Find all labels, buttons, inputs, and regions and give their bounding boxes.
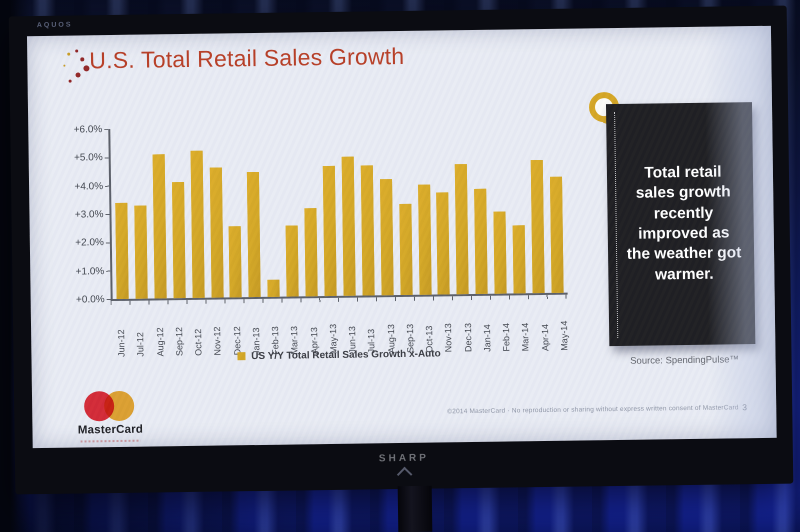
bar xyxy=(455,163,469,295)
title-bullet-dots-icon xyxy=(63,49,90,85)
bar xyxy=(549,176,564,293)
chevron-up-icon xyxy=(396,466,413,483)
bar xyxy=(209,167,224,298)
bar xyxy=(190,150,205,298)
plot-area xyxy=(108,122,568,302)
bar xyxy=(115,202,129,299)
logo-wordmark: MasterCard xyxy=(77,423,144,437)
bar xyxy=(474,188,488,294)
x-axis-label: Sep-12 xyxy=(173,327,185,357)
bar xyxy=(134,205,148,299)
bar xyxy=(379,178,394,296)
x-axis-label: Sep-13 xyxy=(404,323,416,353)
x-axis-label: Jun-12 xyxy=(116,329,127,357)
x-axis-label: Jun-13 xyxy=(347,326,358,354)
tv-frame: AQUOS U.S. Total Retail Sales Growth +6.… xyxy=(8,5,794,495)
x-axis-label: Oct-12 xyxy=(193,328,204,356)
bar xyxy=(171,181,186,299)
x-axis-label: Feb-13 xyxy=(270,326,281,355)
page-number: 3 xyxy=(742,402,748,413)
x-axis-label: Jan-13 xyxy=(250,327,262,356)
x-axis-label: Oct-13 xyxy=(424,325,435,353)
bar xyxy=(229,226,243,298)
source-note: Source: SpendingPulse™ xyxy=(630,354,740,367)
bar xyxy=(436,192,451,295)
y-tick-label: +3.0% xyxy=(74,209,104,221)
x-axis-label: Dec-13 xyxy=(462,322,473,353)
logo-tagline xyxy=(80,439,141,443)
y-tick-label: +0.0% xyxy=(75,294,105,306)
x-axis-label: Apr-14 xyxy=(539,323,550,352)
bar-chart: +6.0% +5.0% +4.0% +3.0% +2.0% +1.0% +0.0% Jun-… xyxy=(62,122,625,360)
legend-swatch-icon xyxy=(237,352,246,361)
x-axis-label: Feb-14 xyxy=(501,322,512,352)
bar xyxy=(285,225,299,297)
bar xyxy=(247,172,261,298)
logo-yellow-circle-icon xyxy=(103,390,135,422)
y-tick-label: +6.0% xyxy=(73,124,103,136)
x-axis-label: Jul-12 xyxy=(135,332,146,357)
mastercard-logo: MasterCard xyxy=(60,390,171,446)
y-tick-label: +1.0% xyxy=(75,265,105,278)
x-axis-label: Aug-12 xyxy=(154,327,165,357)
bar xyxy=(152,153,167,299)
presentation-slide: U.S. Total Retail Sales Growth +6.0% +5.0… xyxy=(26,25,777,449)
x-axis-label: Dec-12 xyxy=(231,326,242,356)
slide-title: U.S. Total Retail Sales Growth xyxy=(89,42,405,74)
copyright-footer: ©2014 MasterCard · No reproduction or sh… xyxy=(447,404,739,416)
bar xyxy=(417,184,432,295)
legend-label: US Y/Y Total Retail Sales Growth x-Auto xyxy=(251,348,441,363)
x-axis-label: May-13 xyxy=(327,323,339,355)
x-axis-label: Apr-13 xyxy=(308,327,319,355)
x-axis-label: Aug-13 xyxy=(385,324,396,354)
bar xyxy=(322,165,337,297)
bar xyxy=(341,156,356,296)
y-tick-label: +5.0% xyxy=(73,152,103,164)
bar xyxy=(267,279,280,297)
bar xyxy=(512,225,526,294)
bars-container xyxy=(110,123,567,299)
x-axis-label: Nov-13 xyxy=(443,323,454,353)
bar xyxy=(398,204,413,296)
x-axis-label: May-14 xyxy=(558,320,570,351)
tv-stand xyxy=(397,485,433,532)
x-axis-label: Mar-14 xyxy=(520,322,531,352)
x-axis-label: Nov-12 xyxy=(212,326,223,356)
tv-brand-aquos: AQUOS xyxy=(36,21,73,30)
callout-box: Total retail sales growth recently impro… xyxy=(605,102,756,347)
x-axis-label: Jul-13 xyxy=(366,328,377,354)
bar xyxy=(530,159,545,294)
bar xyxy=(304,208,318,297)
y-tick-label: +4.0% xyxy=(74,180,104,193)
callout-text: Total retail sales growth recently impro… xyxy=(626,163,742,284)
y-tick-label: +2.0% xyxy=(75,237,104,249)
bar xyxy=(360,165,375,296)
bar xyxy=(493,211,507,294)
x-axis-label: Jan-14 xyxy=(481,324,493,352)
x-axis-label: Mar-13 xyxy=(289,325,300,355)
